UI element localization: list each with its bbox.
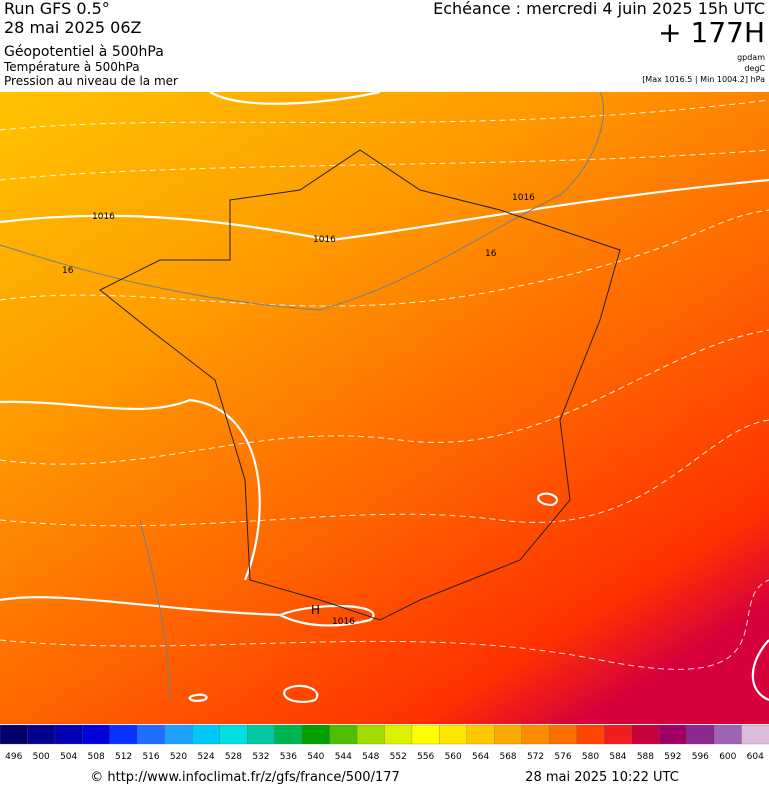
layer-label: Géopotentiel à 500hPa (4, 44, 164, 60)
scale-swatch (686, 724, 715, 745)
scale-swatch (466, 724, 495, 745)
scale-swatch (494, 724, 523, 745)
scale-swatch (658, 724, 688, 745)
scale-label: 588 (637, 752, 654, 762)
scale-swatch (521, 724, 550, 745)
contour-label: 1016 (512, 193, 535, 203)
scale-swatch (0, 724, 28, 745)
scale-label: 508 (88, 752, 105, 762)
timestamp: 28 mai 2025 10:22 UTC (525, 770, 679, 785)
scale-swatch (329, 724, 358, 745)
scale-label: 532 (252, 752, 269, 762)
lead-time: + 177H (658, 16, 765, 49)
scale-label: 524 (197, 752, 214, 762)
scale-label: 516 (142, 752, 159, 762)
scale-label: 556 (417, 752, 434, 762)
freezing-line (0, 91, 605, 701)
scale-label: 548 (362, 752, 379, 762)
scale-swatch (137, 724, 166, 745)
scale-label: 536 (280, 752, 297, 762)
scale-swatch (301, 724, 331, 745)
contour-label: 16 (62, 266, 74, 276)
pressure-isobars (0, 90, 769, 704)
contour-label: H (311, 603, 320, 617)
scale-label: 560 (445, 752, 462, 762)
scale-label: 584 (609, 752, 626, 762)
contour-label: 16 (485, 249, 497, 259)
scale-label: 580 (582, 752, 599, 762)
scale-label: 540 (307, 752, 324, 762)
scale-label: 600 (719, 752, 736, 762)
pressure-range: [Max 1016.5 | Min 1004.2] hPa (642, 75, 765, 84)
scale-swatch (741, 724, 769, 745)
contour-label: 1016 (332, 617, 355, 627)
scale-swatch (713, 724, 742, 745)
scale-swatch (54, 724, 83, 745)
contour-label: 1016 (92, 212, 115, 222)
scale-label: 520 (170, 752, 187, 762)
run-date: 28 mai 2025 06Z (4, 18, 142, 37)
contour-label: 1016 (313, 235, 336, 245)
scale-label: 592 (664, 752, 681, 762)
scale-swatch (109, 724, 138, 745)
scale-swatch (82, 724, 111, 745)
scale-swatch (411, 724, 440, 745)
run-label: Run GFS 0.5° (4, 0, 110, 18)
scale-label: 572 (527, 752, 544, 762)
temperature-contours (0, 99, 769, 670)
layer-label: Température à 500hPa (3, 60, 140, 74)
scale-label: 528 (225, 752, 242, 762)
scale-swatch (576, 724, 605, 745)
scale-label: 576 (554, 752, 571, 762)
scale-label: 568 (499, 752, 516, 762)
scale-swatch (27, 724, 56, 745)
scale-swatch (631, 724, 660, 745)
scale-swatch (192, 724, 221, 745)
scale-label: 496 (5, 752, 22, 762)
scale-swatch (247, 724, 276, 745)
scale-swatch (604, 724, 633, 745)
france-outline (99, 149, 621, 621)
scale-label: 552 (390, 752, 407, 762)
layer-label: Pression au niveau de la mer (4, 74, 178, 88)
unit-label: degC (744, 64, 765, 73)
scale-label: 504 (60, 752, 77, 762)
source-url[interactable]: © http://www.infoclimat.fr/z/gfs/france/… (90, 770, 400, 785)
scale-swatch (274, 724, 303, 745)
scale-label: 596 (692, 752, 709, 762)
scale-swatch (219, 724, 248, 745)
scale-swatch (356, 724, 385, 745)
scale-swatch (164, 724, 193, 745)
scale-swatch (549, 724, 578, 745)
scale-label: 512 (115, 752, 132, 762)
scale-label: 544 (335, 752, 352, 762)
scale-label: 500 (33, 752, 50, 762)
unit-label: gpdam (737, 53, 765, 62)
scale-swatch (439, 724, 468, 745)
valid-time: Echéance : mercredi 4 juin 2025 15h UTC (433, 0, 765, 18)
scale-swatch (384, 724, 413, 745)
scale-label: 564 (472, 752, 489, 762)
scale-label: 604 (747, 752, 764, 762)
